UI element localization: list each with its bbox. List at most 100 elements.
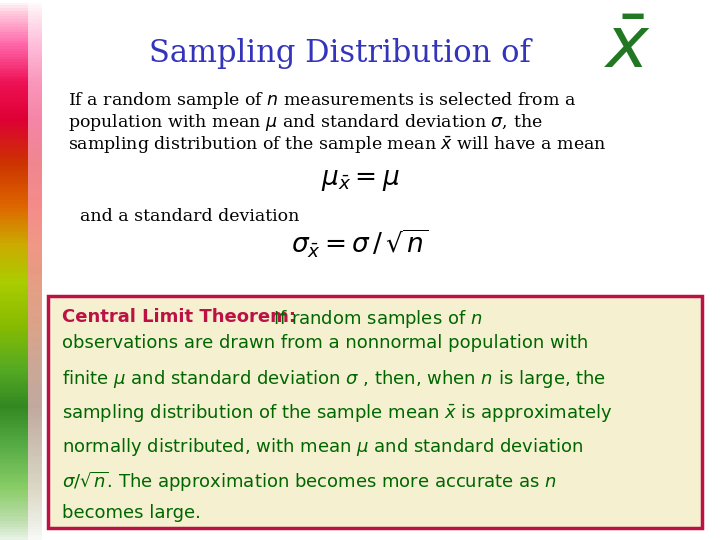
- Polygon shape: [0, 143, 42, 146]
- Polygon shape: [28, 529, 42, 532]
- Polygon shape: [28, 54, 42, 57]
- Polygon shape: [0, 343, 42, 346]
- Polygon shape: [0, 467, 42, 470]
- FancyBboxPatch shape: [48, 296, 702, 528]
- Polygon shape: [0, 278, 42, 281]
- Polygon shape: [28, 232, 42, 235]
- Polygon shape: [28, 35, 42, 38]
- Polygon shape: [0, 49, 42, 51]
- Polygon shape: [0, 402, 42, 405]
- Polygon shape: [28, 321, 42, 324]
- Polygon shape: [28, 200, 42, 202]
- Polygon shape: [0, 70, 42, 73]
- Polygon shape: [0, 35, 42, 38]
- Text: and a standard deviation: and a standard deviation: [80, 208, 300, 225]
- Polygon shape: [28, 462, 42, 464]
- Polygon shape: [0, 394, 42, 397]
- Polygon shape: [0, 127, 42, 130]
- Polygon shape: [0, 219, 42, 221]
- Polygon shape: [0, 494, 42, 497]
- Text: $\sigma/\sqrt{n}$. The approximation becomes more accurate as $n$: $\sigma/\sqrt{n}$. The approximation bec…: [62, 470, 557, 494]
- Polygon shape: [28, 235, 42, 238]
- Polygon shape: [0, 213, 42, 216]
- Polygon shape: [0, 508, 42, 510]
- Polygon shape: [0, 267, 42, 270]
- Polygon shape: [28, 181, 42, 184]
- Polygon shape: [28, 240, 42, 243]
- Polygon shape: [28, 86, 42, 89]
- Polygon shape: [0, 284, 42, 286]
- Text: finite $\mu$ and standard deviation $\sigma$ , then, when $n$ is large, the: finite $\mu$ and standard deviation $\si…: [62, 368, 606, 390]
- Polygon shape: [0, 211, 42, 213]
- Polygon shape: [28, 491, 42, 494]
- Polygon shape: [0, 221, 42, 224]
- Polygon shape: [28, 230, 42, 232]
- Polygon shape: [0, 319, 42, 321]
- Polygon shape: [28, 364, 42, 367]
- Polygon shape: [28, 375, 42, 378]
- Polygon shape: [0, 270, 42, 273]
- Text: $\mu_{\bar{x}} = \mu$: $\mu_{\bar{x}} = \mu$: [320, 168, 400, 193]
- Polygon shape: [28, 489, 42, 491]
- Polygon shape: [0, 443, 42, 445]
- Text: Central Limit Theorem:: Central Limit Theorem:: [62, 308, 296, 326]
- Polygon shape: [28, 73, 42, 76]
- Polygon shape: [28, 286, 42, 289]
- Polygon shape: [0, 200, 42, 202]
- Polygon shape: [0, 14, 42, 16]
- Polygon shape: [28, 459, 42, 462]
- Polygon shape: [0, 410, 42, 413]
- Polygon shape: [0, 181, 42, 184]
- Polygon shape: [0, 300, 42, 302]
- Polygon shape: [0, 248, 42, 251]
- Polygon shape: [0, 57, 42, 59]
- Polygon shape: [0, 478, 42, 481]
- Polygon shape: [0, 62, 42, 65]
- Polygon shape: [0, 464, 42, 467]
- Polygon shape: [0, 335, 42, 338]
- Polygon shape: [0, 51, 42, 54]
- Polygon shape: [28, 24, 42, 27]
- Polygon shape: [0, 521, 42, 524]
- Polygon shape: [0, 189, 42, 192]
- Polygon shape: [28, 132, 42, 135]
- Polygon shape: [0, 524, 42, 526]
- Polygon shape: [28, 278, 42, 281]
- Polygon shape: [0, 178, 42, 181]
- Text: population with mean $\mu$ and standard deviation $\sigma$, the: population with mean $\mu$ and standard …: [68, 112, 543, 133]
- Polygon shape: [28, 448, 42, 451]
- Polygon shape: [0, 356, 42, 359]
- Polygon shape: [0, 532, 42, 535]
- Polygon shape: [28, 259, 42, 262]
- Polygon shape: [0, 94, 42, 97]
- Polygon shape: [28, 189, 42, 192]
- Polygon shape: [28, 383, 42, 386]
- Polygon shape: [0, 502, 42, 505]
- Polygon shape: [28, 19, 42, 22]
- Polygon shape: [28, 324, 42, 327]
- Polygon shape: [28, 292, 42, 294]
- Polygon shape: [28, 143, 42, 146]
- Polygon shape: [0, 459, 42, 462]
- Polygon shape: [0, 316, 42, 319]
- Polygon shape: [0, 254, 42, 256]
- Polygon shape: [0, 68, 42, 70]
- Polygon shape: [28, 467, 42, 470]
- Polygon shape: [28, 173, 42, 176]
- Polygon shape: [28, 103, 42, 105]
- Text: sampling distribution of the sample mean $\bar{x}$ will have a mean: sampling distribution of the sample mean…: [68, 134, 606, 156]
- Polygon shape: [28, 227, 42, 229]
- Polygon shape: [0, 78, 42, 81]
- Polygon shape: [28, 397, 42, 400]
- Polygon shape: [0, 0, 42, 3]
- Polygon shape: [0, 246, 42, 248]
- Polygon shape: [28, 470, 42, 472]
- Polygon shape: [28, 348, 42, 351]
- Polygon shape: [28, 100, 42, 103]
- Polygon shape: [28, 140, 42, 143]
- Polygon shape: [0, 216, 42, 219]
- Polygon shape: [0, 243, 42, 246]
- Polygon shape: [28, 22, 42, 24]
- Polygon shape: [28, 446, 42, 448]
- Text: sampling distribution of the sample mean $\bar{x}$ is approximately: sampling distribution of the sample mean…: [62, 402, 613, 424]
